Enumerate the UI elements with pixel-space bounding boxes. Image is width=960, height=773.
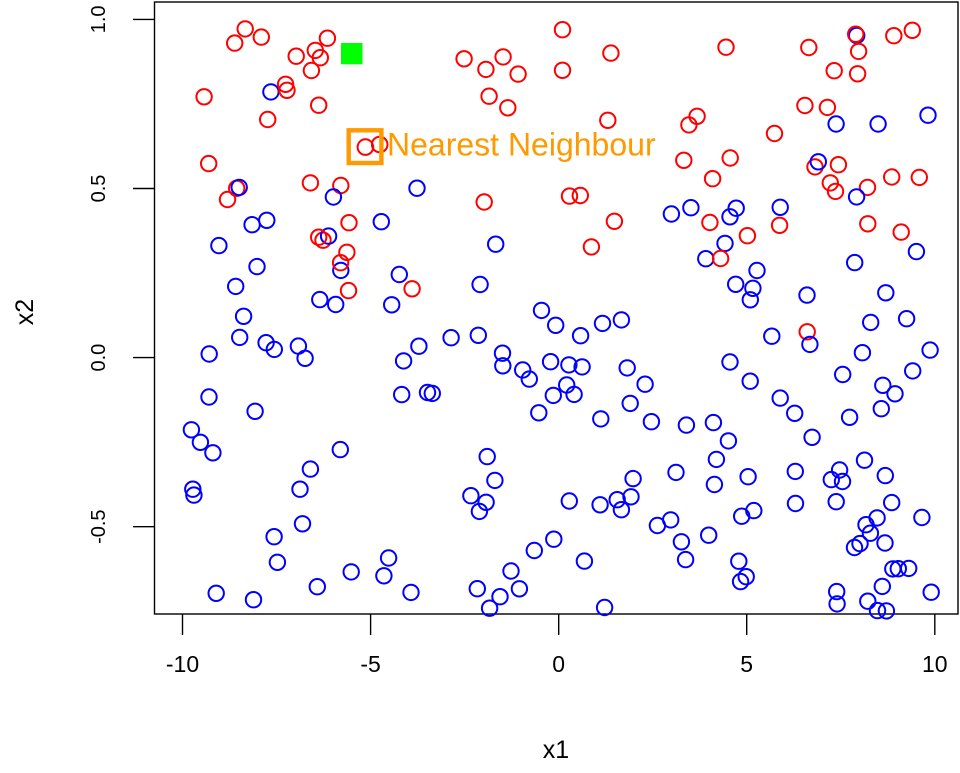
svg-text:10: 10 (922, 651, 948, 677)
svg-text:-0.5: -0.5 (88, 509, 110, 543)
svg-text:5: 5 (740, 651, 753, 677)
svg-text:x1: x1 (543, 736, 569, 764)
svg-text:0.5: 0.5 (88, 175, 110, 203)
svg-text:Nearest Neighbour: Nearest Neighbour (387, 127, 656, 163)
svg-text:-10: -10 (166, 651, 199, 677)
svg-text:0: 0 (552, 651, 565, 677)
svg-text:-5: -5 (360, 651, 380, 677)
svg-text:1.0: 1.0 (88, 5, 110, 33)
svg-text:0.0: 0.0 (88, 344, 110, 372)
svg-text:x2: x2 (11, 299, 39, 325)
